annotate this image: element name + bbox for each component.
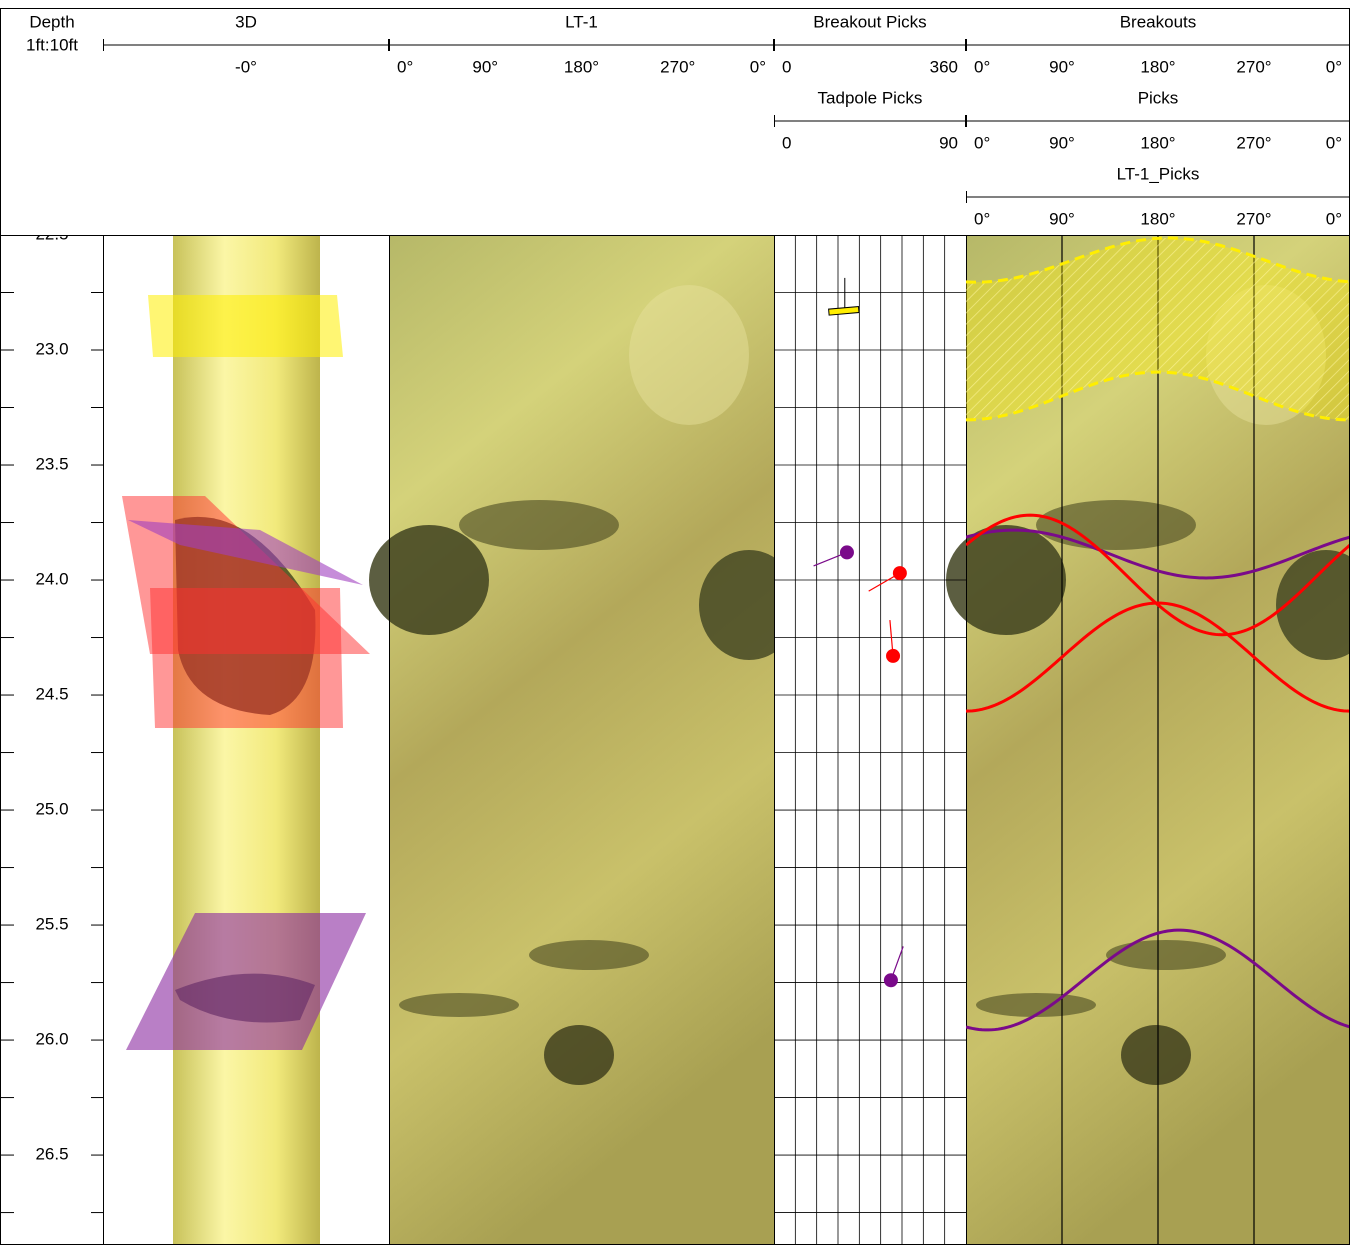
scale-label: 0° [974,209,990,228]
depth-title: Depth [29,12,74,31]
depth-tick-label: 24.5 [35,685,68,704]
track-title: Tadpole Picks [818,88,923,107]
scale-label: 0° [397,57,413,76]
sinusoid [966,513,1350,637]
depth-tick-label: 23.5 [35,455,68,474]
breakout-pick [828,305,860,316]
scale-label: 90° [472,57,498,76]
track-images [103,235,1350,1245]
scale-label: 0° [1326,57,1342,76]
scale-label: 0° [974,57,990,76]
scale-label: 90° [1049,57,1075,76]
breakout-edge [966,236,1350,284]
scale-label: 180° [1140,209,1175,228]
3d-cylinder [173,235,320,1245]
track-title: LT-1_Picks [1117,164,1200,183]
depth-tick-label: 24.0 [35,570,68,589]
scale-label: 270° [1236,209,1271,228]
scale-label: 270° [1236,57,1271,76]
depth-tick-label: 25.5 [35,915,68,934]
track-title: Picks [1138,88,1179,107]
tadpole [892,566,907,581]
scale-label: 0° [750,57,766,76]
track-title: LT-1 [565,12,598,31]
track-title: Breakouts [1120,12,1197,31]
track-title: Breakout Picks [813,12,926,31]
3d-plane [150,588,343,728]
tadpole [886,648,901,663]
tadpole [839,545,854,560]
scale-label: 0 [782,57,791,76]
depth-tick-label: 22.5 [35,224,68,243]
track-title: 3D [235,12,257,31]
depth-tick-label: 25.0 [35,800,68,819]
sinusoid [966,528,1350,580]
depth-tick-label: 26.0 [35,1030,68,1049]
depth-tick-label: 26.5 [35,1145,68,1164]
overlay: 22.5 23.0 23.5 24.0 24.5 25.0 25.5 26.0 26.5 3D -0… [0,12,1350,1245]
scale-label: 90° [1049,209,1075,228]
tadpole [883,973,898,988]
3d-plane [148,295,343,357]
breakout-edge [966,370,1350,422]
depth-scale: 1ft:10ft [26,35,78,54]
scale-label: 360 [930,57,958,76]
scale-label: 180° [1140,57,1175,76]
depth-ticks: 22.5 23.0 23.5 24.0 24.5 25.0 25.5 26.0 26.5 [0,224,103,1214]
scale-label: 0 [782,133,791,152]
scale-label: 0° [974,133,990,152]
depth-tick-label: 23.0 [35,339,68,358]
scale-label: 270° [1236,133,1271,152]
lt1-image [369,235,799,1245]
sinusoid [966,928,1350,1032]
scale-label: 0° [1326,133,1342,152]
picks-background [774,235,966,1245]
scale-label: -0° [235,57,257,76]
scale-label: 90° [1049,133,1075,152]
breakout-hatch [966,237,1350,420]
scale-label: 0° [1326,209,1342,228]
scale-label: 180° [564,57,599,76]
scale-label: 90 [939,133,958,152]
breakouts-overlay [966,236,1350,1032]
scale-label: 270° [660,57,695,76]
sinusoid [966,601,1350,713]
3d-plane [128,520,363,585]
3d-plane [126,913,366,1050]
scale-label: 180° [1140,133,1175,152]
